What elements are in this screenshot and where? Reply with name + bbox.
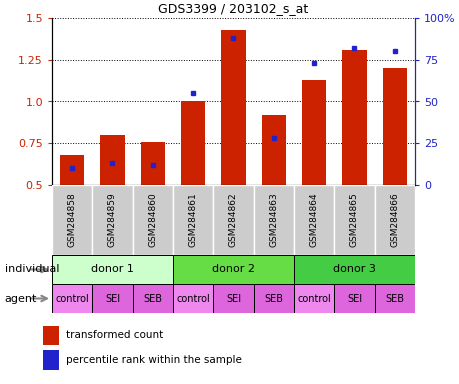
Bar [60, 155, 84, 185]
Bar [334, 284, 374, 313]
Bar [293, 185, 334, 255]
Title: GDS3399 / 203102_s_at: GDS3399 / 203102_s_at [158, 2, 308, 15]
Text: donor 1: donor 1 [91, 265, 134, 275]
Text: GSM284858: GSM284858 [67, 193, 77, 247]
Text: individual: individual [5, 265, 59, 275]
Text: SEI: SEI [346, 293, 361, 303]
Bar [374, 284, 414, 313]
Bar [341, 50, 366, 185]
Text: GSM284864: GSM284864 [309, 193, 318, 247]
Bar [132, 185, 173, 255]
Text: GSM284862: GSM284862 [229, 193, 237, 247]
Text: GSM284863: GSM284863 [269, 193, 278, 247]
Bar [293, 284, 334, 313]
Text: control: control [55, 293, 89, 303]
Bar [43, 350, 59, 369]
Bar [173, 185, 213, 255]
Text: SEB: SEB [143, 293, 162, 303]
Bar [52, 255, 173, 284]
Bar [140, 142, 165, 185]
Bar [181, 101, 205, 185]
Bar [92, 284, 132, 313]
Bar [302, 80, 325, 185]
Bar [382, 68, 406, 185]
Text: SEI: SEI [105, 293, 120, 303]
Text: control: control [297, 293, 330, 303]
Bar [43, 326, 59, 345]
Bar [173, 284, 213, 313]
Bar [100, 135, 124, 185]
Text: GSM284860: GSM284860 [148, 193, 157, 247]
Bar [173, 255, 293, 284]
Bar [374, 185, 414, 255]
Bar [253, 185, 293, 255]
Text: percentile rank within the sample: percentile rank within the sample [66, 355, 242, 365]
Text: SEI: SEI [225, 293, 241, 303]
Bar [261, 115, 285, 185]
Bar [334, 185, 374, 255]
Text: SEB: SEB [264, 293, 283, 303]
Text: transformed count: transformed count [66, 330, 163, 340]
Bar [221, 30, 245, 185]
Text: agent: agent [5, 293, 37, 303]
Bar [132, 284, 173, 313]
Bar [92, 185, 132, 255]
Text: GSM284861: GSM284861 [188, 193, 197, 247]
Text: GSM284865: GSM284865 [349, 193, 358, 247]
Bar [213, 284, 253, 313]
Bar [52, 284, 92, 313]
Text: GSM284859: GSM284859 [108, 193, 117, 247]
Bar [253, 284, 293, 313]
Bar [52, 185, 92, 255]
Bar [213, 185, 253, 255]
Text: GSM284866: GSM284866 [390, 193, 398, 247]
Text: control: control [176, 293, 210, 303]
Text: SEB: SEB [385, 293, 403, 303]
Bar [293, 255, 414, 284]
Text: donor 2: donor 2 [212, 265, 254, 275]
Text: donor 3: donor 3 [332, 265, 375, 275]
